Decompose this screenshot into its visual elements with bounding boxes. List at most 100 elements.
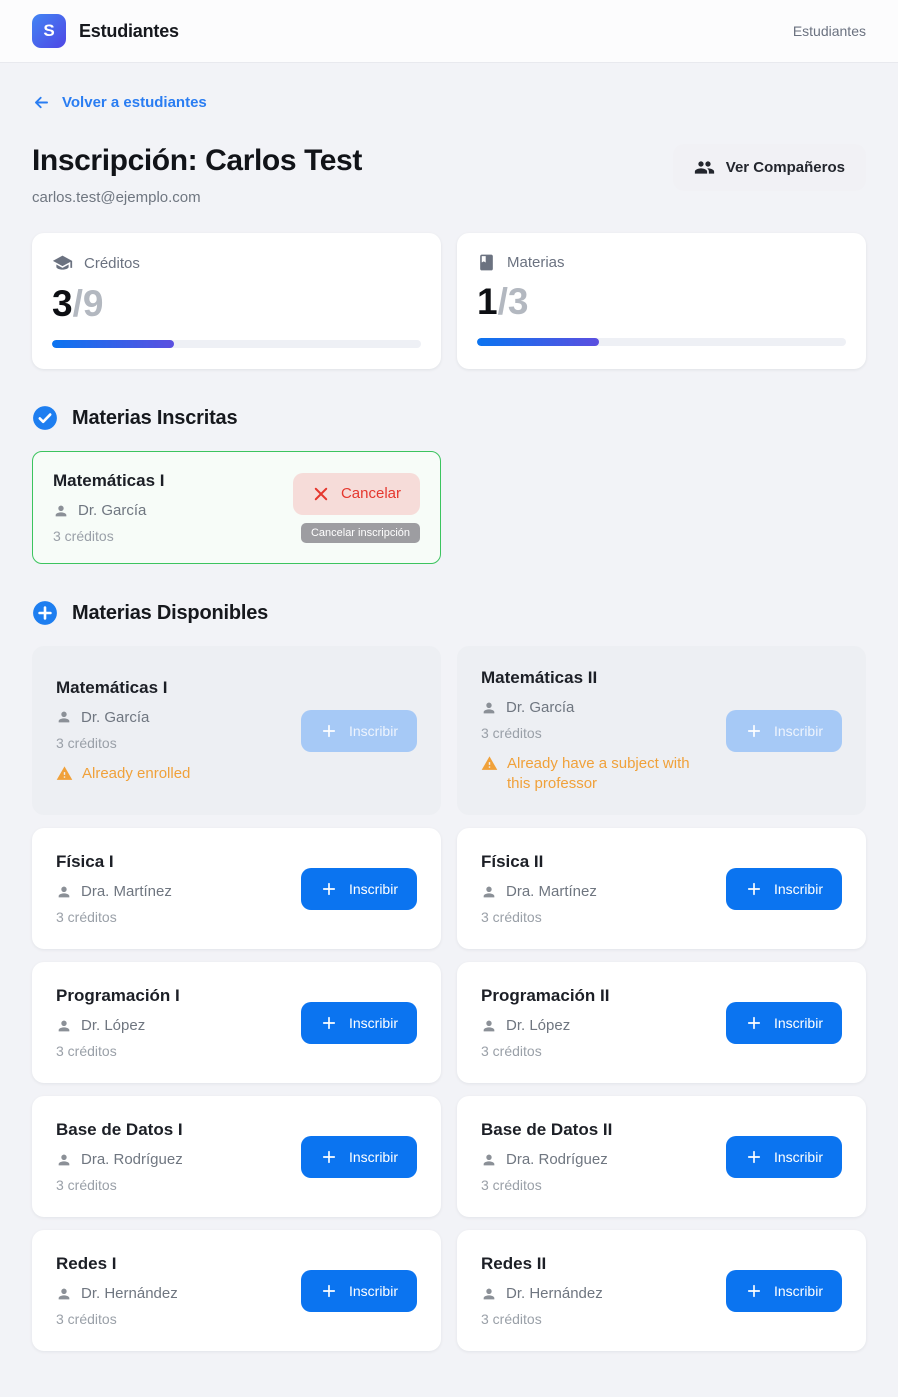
course-professor: Dr. García: [56, 709, 190, 726]
check-circle-icon: [32, 405, 58, 431]
course-credits: 3 créditos: [56, 909, 117, 925]
back-arrow-icon: [32, 93, 51, 112]
course-title: Base de Datos I: [56, 1120, 183, 1139]
person-icon: [56, 884, 72, 900]
course-card: Matemáticas I Dr. García 3 créditos Already…: [32, 646, 441, 815]
enroll-button[interactable]: Inscribir: [300, 867, 417, 910]
course-title: Programación I: [56, 986, 180, 1005]
course-professor: Dra. Rodríguez: [56, 1151, 183, 1168]
person-icon: [481, 1018, 497, 1034]
course-credits: 3 créditos: [481, 725, 542, 741]
subjects-progress-fill: [477, 338, 599, 346]
subjects-total: /3: [497, 281, 529, 322]
subjects-stat-label: Materias: [507, 254, 565, 271]
app-title: Estudiantes: [79, 20, 179, 41]
course-credits: 3 créditos: [481, 1311, 542, 1327]
course-credits: 3 créditos: [56, 1177, 117, 1193]
enroll-button[interactable]: Inscribir: [725, 1269, 842, 1312]
course-card: Programación I Dr. López 3 créditos Inscrib…: [32, 962, 441, 1083]
plus-icon: [745, 1148, 763, 1166]
people-icon: [694, 157, 715, 178]
course-title: Matemáticas I: [53, 471, 165, 490]
enrolled-section-title: Materias Inscritas: [72, 406, 238, 429]
credits-progress-fill: [52, 340, 174, 348]
course-professor: Dr. Hernández: [481, 1285, 603, 1302]
plus-icon: [745, 722, 763, 740]
x-icon: [312, 485, 330, 503]
course-title: Matemáticas II: [481, 668, 598, 687]
enroll-button[interactable]: Inscribir: [300, 709, 417, 752]
person-icon: [481, 700, 497, 716]
course-credits: 3 créditos: [481, 1043, 542, 1059]
subjects-current: 1: [477, 281, 498, 322]
plus-icon: [745, 1282, 763, 1300]
warning-triangle-icon: [56, 764, 73, 782]
enroll-button[interactable]: Inscribir: [725, 1135, 842, 1178]
person-icon: [56, 1286, 72, 1302]
subjects-stat-card: Materias 1/3: [457, 233, 866, 369]
course-card: Base de Datos I Dra. Rodríguez 3 créditos I…: [32, 1096, 441, 1217]
course-credits: 3 créditos: [481, 909, 542, 925]
enroll-button[interactable]: Inscribir: [300, 1269, 417, 1312]
cancel-enrollment-button[interactable]: Cancelar: [292, 472, 420, 515]
course-credits: 3 créditos: [56, 734, 117, 751]
course-card: Base de Datos II Dra. Rodríguez 3 créditos…: [457, 1096, 866, 1217]
person-icon: [56, 1152, 72, 1168]
course-title: Programación II: [481, 986, 610, 1005]
course-card: Matemáticas II Dr. García 3 créditos Alread…: [457, 646, 866, 815]
available-courses-grid: Matemáticas I Dr. García 3 créditos Already…: [32, 646, 866, 1397]
warning-triangle-icon: [481, 754, 498, 772]
course-title: Física I: [56, 852, 114, 871]
plus-icon: [320, 1282, 338, 1300]
course-professor: Dr. García: [78, 502, 147, 519]
course-professor: Dr. López: [481, 1017, 609, 1034]
enroll-button[interactable]: Inscribir: [725, 1001, 842, 1044]
plus-circle-icon: [32, 600, 58, 626]
plus-icon: [320, 722, 338, 740]
course-title: Matemáticas I: [56, 677, 168, 697]
back-to-students-link[interactable]: Volver a estudiantes: [32, 93, 207, 112]
course-professor: Dra. Rodríguez: [481, 1151, 612, 1168]
course-warning: Already enrolled: [56, 764, 190, 784]
course-title: Redes II: [481, 1254, 547, 1273]
app-logo: S: [32, 14, 66, 48]
enroll-button[interactable]: Inscribir: [300, 1135, 417, 1178]
course-credits: 3 créditos: [56, 1043, 117, 1059]
course-professor: Dr. Hernández: [56, 1285, 178, 1302]
student-email: carlos.test@ejemplo.com: [32, 189, 201, 206]
course-title: Redes I: [56, 1254, 117, 1273]
view-companions-button[interactable]: Ver Compañeros: [672, 144, 866, 191]
course-title: Física II: [481, 852, 544, 871]
person-icon: [481, 884, 497, 900]
course-credits: 3 créditos: [481, 1177, 542, 1193]
person-icon: [481, 1152, 497, 1168]
course-card: Redes I Dr. Hernández 3 créditos Inscribir: [32, 1230, 441, 1351]
course-professor: Dr. García: [481, 699, 696, 716]
credits-stat-label: Créditos: [84, 255, 140, 272]
credits-total: /9: [72, 283, 104, 324]
person-icon: [53, 503, 69, 519]
enroll-button[interactable]: Inscribir: [725, 709, 842, 752]
course-credits: 3 créditos: [56, 1311, 117, 1327]
credits-stat-card: Créditos 3/9: [32, 233, 441, 369]
nav-link-estudiantes[interactable]: Estudiantes: [792, 23, 866, 39]
course-professor: Dr. López: [56, 1017, 180, 1034]
subjects-progress-track: [477, 338, 846, 346]
back-link-label: Volver a estudiantes: [62, 94, 207, 111]
course-card: Física II Dra. Martínez 3 créditos Inscribi…: [457, 828, 866, 949]
plus-icon: [745, 1014, 763, 1032]
stats-row: Créditos 3/9 Materias 1/3: [32, 233, 866, 369]
credits-progress-track: [52, 340, 421, 348]
credits-current: 3: [52, 283, 73, 324]
cancel-button-label: Cancelar: [340, 485, 401, 502]
top-header: S Estudiantes Estudiantes: [0, 0, 898, 63]
enroll-button[interactable]: Inscribir: [725, 867, 842, 910]
graduation-cap-icon: [52, 253, 73, 274]
course-title: Base de Datos II: [481, 1120, 613, 1139]
enroll-button[interactable]: Inscribir: [300, 1001, 417, 1044]
cancel-tooltip: Cancelar inscripción: [300, 522, 420, 543]
course-professor: Dra. Martínez: [481, 883, 597, 900]
person-icon: [481, 1286, 497, 1302]
course-card: Física I Dra. Martínez 3 créditos Inscribir: [32, 828, 441, 949]
course-warning: Already have a subject with this profess…: [481, 754, 696, 793]
